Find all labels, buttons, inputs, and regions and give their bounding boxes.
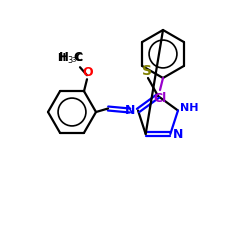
Text: H: H (57, 53, 65, 63)
Text: O: O (83, 66, 93, 79)
Text: S: S (142, 64, 152, 78)
Text: Cl: Cl (154, 92, 166, 104)
Text: $_3$C: $_3$C (71, 51, 84, 65)
Text: H$_3$C: H$_3$C (58, 51, 84, 66)
Text: N: N (173, 128, 184, 141)
Text: N: N (125, 104, 135, 117)
Text: NH: NH (180, 102, 198, 113)
